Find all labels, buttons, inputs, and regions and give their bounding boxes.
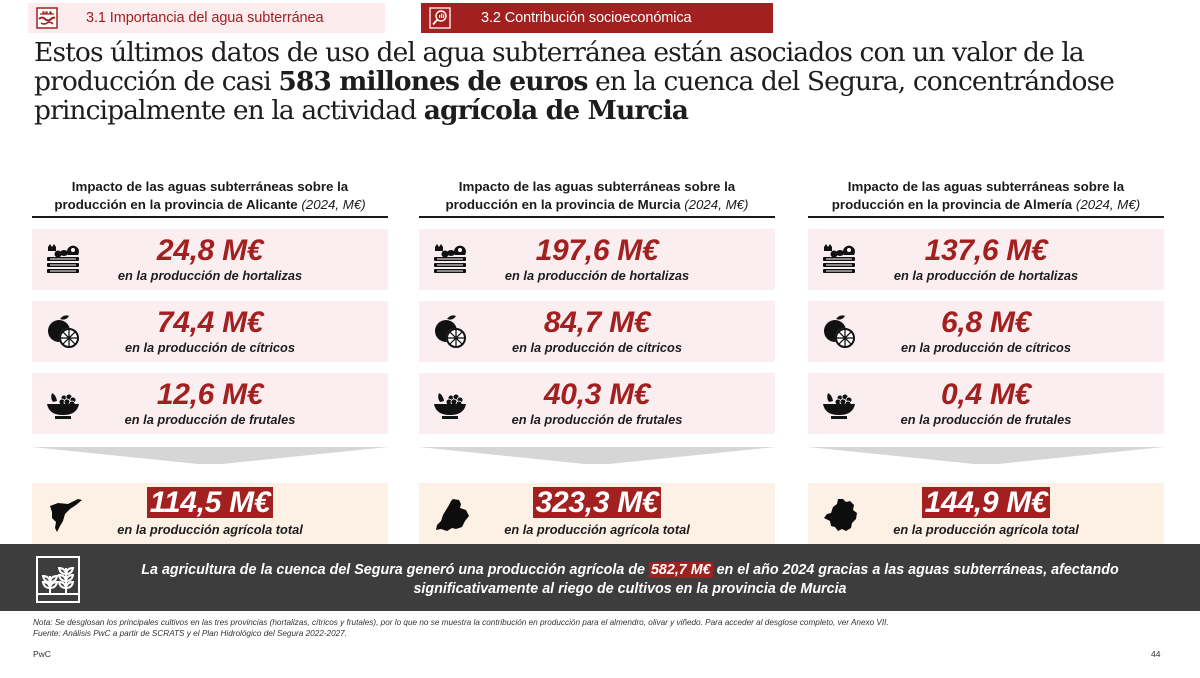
- metric-label: en la producción de cítricos: [512, 340, 682, 355]
- murcia-map-icon: [436, 499, 469, 531]
- metric-label: en la producción de frutales: [511, 412, 683, 427]
- footnote-source: Fuente: Análisis PwC a partir de SCRATS …: [33, 629, 348, 638]
- total-card-almeria: 144,9 M€ en la producción agrícola total: [808, 483, 1164, 545]
- column-murcia: Impacto de las aguas subterráneas sobre …: [419, 178, 775, 545]
- brand-label: PwC: [33, 649, 51, 659]
- page-number: 44: [1151, 649, 1161, 659]
- metric-card-citricos: 74,4 M€ en la producción de cítricos: [32, 301, 388, 362]
- tab-label: 3.2 Contribución socioeconómica: [481, 10, 692, 26]
- fruit-bowl-icon: [434, 393, 466, 419]
- metric-label: en la producción de hortalizas: [504, 268, 690, 283]
- fruit-bowl-icon: [47, 393, 79, 419]
- column-title-line2: producción en la provincia de Almería: [831, 197, 1073, 212]
- tab-importancia-agua[interactable]: 3.1 Importancia del agua subterránea: [28, 3, 385, 33]
- tab-label: 3.1 Importancia del agua subterránea: [86, 10, 324, 26]
- metric-card-hortalizas: 197,6 M€ en la producción de hortalizas: [419, 229, 775, 290]
- column-title: Impacto de las aguas subterráneas sobre …: [808, 178, 1164, 218]
- metric-label: en la producción de hortalizas: [117, 268, 303, 283]
- down-arrow-divider: [808, 443, 1164, 477]
- down-arrow-divider: [419, 443, 775, 477]
- column-title-unit: (2024, M€): [684, 197, 749, 212]
- crops-icon: [36, 556, 80, 603]
- column-title-line2: producción en la provincia de Alicante: [54, 197, 298, 212]
- banner-message: La agricultura de la cuenca del Segura g…: [100, 561, 1160, 599]
- column-alicante: Impacto de las aguas subterráneas sobre …: [32, 178, 388, 545]
- total-value: 144,9 M€: [921, 487, 1051, 518]
- metric-label: en la producción de cítricos: [901, 340, 1071, 355]
- metric-label: en la producción de frutales: [124, 412, 296, 427]
- column-title-line2: producción en la provincia de Murcia: [445, 197, 681, 212]
- total-label: en la producción agrícola total: [117, 522, 303, 537]
- fruit-bowl-icon: [823, 393, 855, 419]
- metric-value: 137,6 M€: [924, 234, 1048, 267]
- column-title-line1: Impacto de las aguas subterráneas sobre …: [458, 179, 736, 194]
- metric-value: 12,6 M€: [156, 378, 264, 411]
- column-title-unit: (2024, M€): [1075, 197, 1141, 212]
- summary-banner: La agricultura de la cuenca del Segura g…: [0, 544, 1200, 611]
- metric-value: 84,7 M€: [543, 306, 651, 339]
- column-title: Impacto de las aguas subterráneas sobre …: [419, 178, 775, 218]
- banner-highlight-amount: 582,7 M€: [648, 562, 713, 578]
- metric-value: 0,4 M€: [941, 378, 1031, 411]
- alicante-map-icon: [50, 499, 82, 532]
- headline-text: Estos últimos datos de uso del agua subt…: [34, 37, 1085, 97]
- vegetable-crate-icon: [823, 244, 855, 273]
- metric-value: 74,4 M€: [156, 306, 264, 339]
- metric-card-frutales: 40,3 M€ en la producción de frutales: [419, 373, 775, 434]
- banner-text: La agricultura de la cuenca del Segura g…: [141, 562, 649, 578]
- total-card-alicante: 114,5 M€ en la producción agrícola total: [32, 483, 388, 545]
- banner-text: en el año 2024 gracias a las aguas subte…: [413, 562, 1119, 597]
- headline-bold-amount: 583 millones de euros: [278, 66, 588, 97]
- metric-label: en la producción de frutales: [900, 412, 1072, 427]
- metric-value: 197,6 M€: [535, 234, 659, 267]
- headline-text: en la cuenca del Segura, concentrándose …: [34, 66, 1115, 126]
- metric-card-hortalizas: 137,6 M€ en la producción de hortalizas: [808, 229, 1164, 290]
- metric-label: en la producción de cítricos: [125, 340, 295, 355]
- total-label: en la producción agrícola total: [893, 522, 1079, 537]
- column-title-line1: Impacto de las aguas subterráneas sobre …: [847, 179, 1125, 194]
- metric-card-citricos: 84,7 M€ en la producción de cítricos: [419, 301, 775, 362]
- metric-card-frutales: 0,4 M€ en la producción de frutales: [808, 373, 1164, 434]
- metric-value: 24,8 M€: [156, 234, 264, 267]
- headline-bold-region: agrícola de Murcia: [423, 95, 689, 126]
- down-arrow-divider: [32, 443, 388, 477]
- column-almeria: Impacto de las aguas subterráneas sobre …: [808, 178, 1164, 545]
- total-value: 323,3 M€: [532, 487, 662, 518]
- column-title-unit: (2024, M€): [301, 197, 366, 212]
- footnote-note: Nota: Se desglosan los principales culti…: [33, 618, 889, 627]
- column-title-line1: Impacto de las aguas subterráneas sobre …: [71, 179, 349, 194]
- citrus-icon: [824, 315, 855, 348]
- column-title: Impacto de las aguas subterráneas sobre …: [32, 178, 388, 218]
- magnifier-chart-icon: [429, 7, 451, 29]
- metric-card-hortalizas: 24,8 M€ en la producción de hortalizas: [32, 229, 388, 290]
- page-headline: Estos últimos datos de uso del agua subt…: [34, 38, 1154, 125]
- almeria-map-icon: [824, 499, 857, 531]
- vegetable-crate-icon: [47, 244, 79, 273]
- water-map-icon: [36, 7, 58, 29]
- total-card-murcia: 323,3 M€ en la producción agrícola total: [419, 483, 775, 545]
- total-label: en la producción agrícola total: [504, 522, 690, 537]
- tab-contribucion-socioeconomica[interactable]: 3.2 Contribución socioeconómica: [421, 3, 773, 33]
- footnotes: Nota: Se desglosan los principales culti…: [33, 617, 889, 639]
- citrus-icon: [435, 315, 466, 348]
- citrus-icon: [48, 315, 79, 348]
- metric-label: en la producción de hortalizas: [893, 268, 1079, 283]
- metric-card-frutales: 12,6 M€ en la producción de frutales: [32, 373, 388, 434]
- metric-value: 6,8 M€: [941, 306, 1031, 339]
- metric-card-citricos: 6,8 M€ en la producción de cítricos: [808, 301, 1164, 362]
- total-value: 114,5 M€: [146, 487, 274, 518]
- vegetable-crate-icon: [434, 244, 466, 273]
- metric-value: 40,3 M€: [543, 378, 651, 411]
